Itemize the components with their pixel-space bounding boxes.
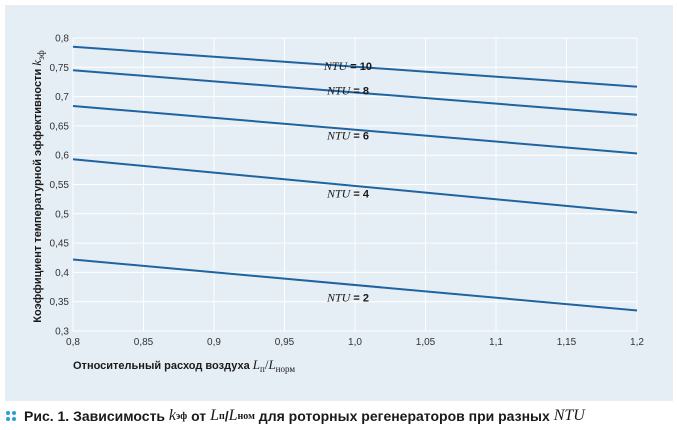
x-tick-label: 0,95 bbox=[275, 337, 295, 348]
series-line-ntu-6 bbox=[72, 104, 638, 155]
series-label-prefix: NTU bbox=[326, 128, 352, 142]
series-label-prefix: NTU bbox=[326, 186, 352, 200]
y-tick-label: 0,7 bbox=[55, 92, 69, 103]
caption-var-ntu: NTU bbox=[553, 407, 585, 424]
x-axis-slash: / bbox=[265, 357, 269, 372]
y-axis-sub-ef: эф bbox=[36, 50, 46, 60]
series-label-value: = 10 bbox=[347, 61, 372, 73]
y-tick-label: 0,45 bbox=[50, 239, 70, 250]
x-axis-sub-p: п bbox=[260, 364, 265, 374]
x-axis-sub-norm: норм bbox=[276, 364, 296, 374]
x-tick-label: 0,8 bbox=[66, 337, 80, 348]
y-tick-label: 0,5 bbox=[55, 209, 69, 220]
series-label-value: = 2 bbox=[350, 293, 369, 305]
series-label-value: = 6 bbox=[350, 130, 369, 142]
line-chart: 0,8 0,85 0,9 0,95 1,0 1,05 1,1 1,15 1,2 0,3 0,35 0,… bbox=[29, 34, 644, 375]
series-line-ntu-8 bbox=[72, 69, 638, 116]
x-tick-label: 0,9 bbox=[207, 337, 221, 348]
caption-sub-nom: ном bbox=[237, 410, 255, 422]
y-tick-label: 0,75 bbox=[50, 63, 70, 74]
x-tick-label: 1,2 bbox=[630, 337, 644, 348]
series-label-prefix: NTU bbox=[326, 84, 352, 98]
series-label-value: = 8 bbox=[350, 86, 369, 98]
caption-text-2: от bbox=[187, 408, 211, 424]
y-tick-label: 0,6 bbox=[55, 151, 69, 162]
series-label-ntu-4: NTU = 4 bbox=[326, 186, 370, 200]
y-tick-label: 0,3 bbox=[55, 327, 69, 338]
series-line-ntu-4 bbox=[72, 158, 638, 214]
series-label-ntu-8: NTU = 8 bbox=[326, 84, 369, 98]
caption-dots-icon bbox=[6, 411, 16, 421]
y-axis-title: Коэффициент температурной эффективности … bbox=[29, 50, 46, 323]
caption-var-l2: L bbox=[228, 407, 238, 424]
caption-var-k: k bbox=[168, 407, 177, 424]
x-tick-label: 1,1 bbox=[489, 337, 503, 348]
caption-text-1: Зависимость bbox=[69, 408, 169, 424]
caption-slash: / bbox=[224, 408, 229, 424]
x-tick-label: 1,05 bbox=[416, 337, 436, 348]
caption-text-3: для роторных регенераторов при разных bbox=[254, 408, 554, 424]
series-label-prefix: NTU bbox=[326, 291, 352, 305]
caption-sub-ef: эф bbox=[176, 410, 188, 422]
caption-sub-p: п bbox=[218, 410, 225, 422]
series-line-ntu-10 bbox=[72, 45, 638, 88]
x-axis-var-l: L bbox=[252, 357, 260, 372]
caption-var-l: L bbox=[210, 407, 219, 424]
y-axis-title-text: Коэффициент температурной эффективности bbox=[32, 66, 44, 323]
x-axis-title: Относительный расход воздуха Lп/Lнорм bbox=[73, 357, 295, 374]
x-tick-label: 1,15 bbox=[557, 337, 577, 348]
x-axis-title-text: Относительный расход воздуха bbox=[73, 360, 253, 372]
x-axis-var-l2: L bbox=[267, 357, 275, 372]
series-label-ntu-6: NTU = 6 bbox=[326, 128, 369, 142]
x-tick-label: 1,0 bbox=[348, 337, 362, 348]
series-label-ntu-2: NTU = 2 bbox=[326, 291, 369, 305]
y-tick-label: 0,55 bbox=[50, 180, 70, 191]
x-tick-label: 0,85 bbox=[134, 337, 154, 348]
chart-area: 0,8 0,85 0,9 0,95 1,0 1,05 1,1 1,15 1,2 0,3 0,35 0,… bbox=[5, 5, 673, 401]
series-label-value: = 4 bbox=[350, 188, 370, 200]
series-label-prefix: NTU bbox=[323, 59, 349, 73]
y-tick-label: 0,35 bbox=[50, 297, 70, 308]
y-tick-label: 0,4 bbox=[55, 268, 69, 279]
caption-prefix: Рис. 1. bbox=[24, 408, 70, 424]
series-line-ntu-2 bbox=[72, 258, 638, 312]
series-label-ntu-10: NTU = 10 bbox=[323, 59, 372, 73]
y-axis-var-k: k bbox=[29, 60, 44, 66]
y-tick-label: 0,8 bbox=[55, 34, 69, 45]
y-tick-label: 0,65 bbox=[50, 121, 70, 132]
